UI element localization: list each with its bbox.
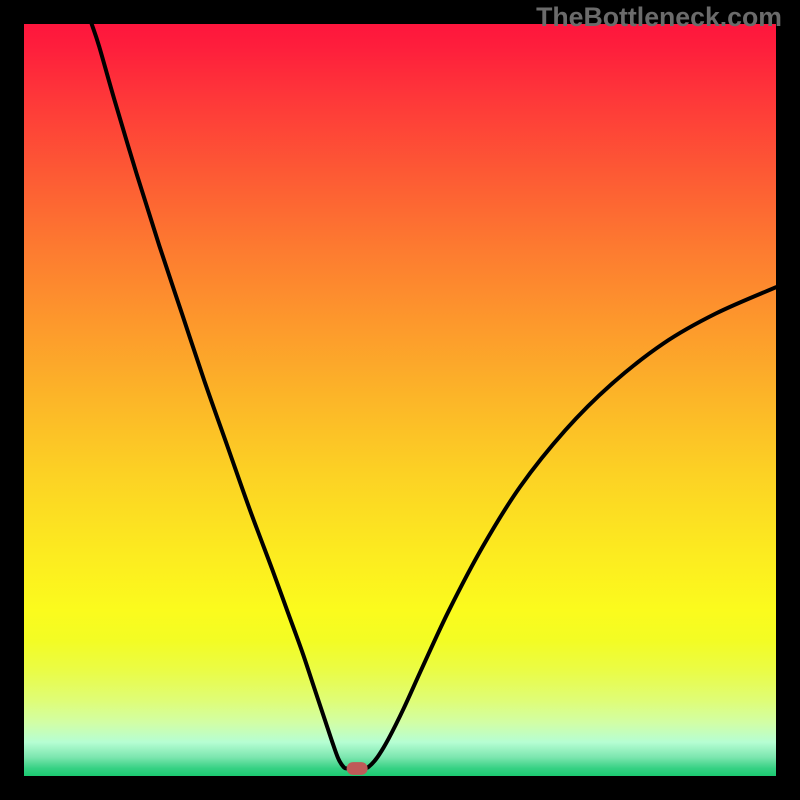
watermark-text: TheBottleneck.com	[536, 2, 782, 33]
chart-plot-area	[24, 24, 776, 776]
minimum-marker	[347, 762, 368, 775]
chart-background	[24, 24, 776, 776]
